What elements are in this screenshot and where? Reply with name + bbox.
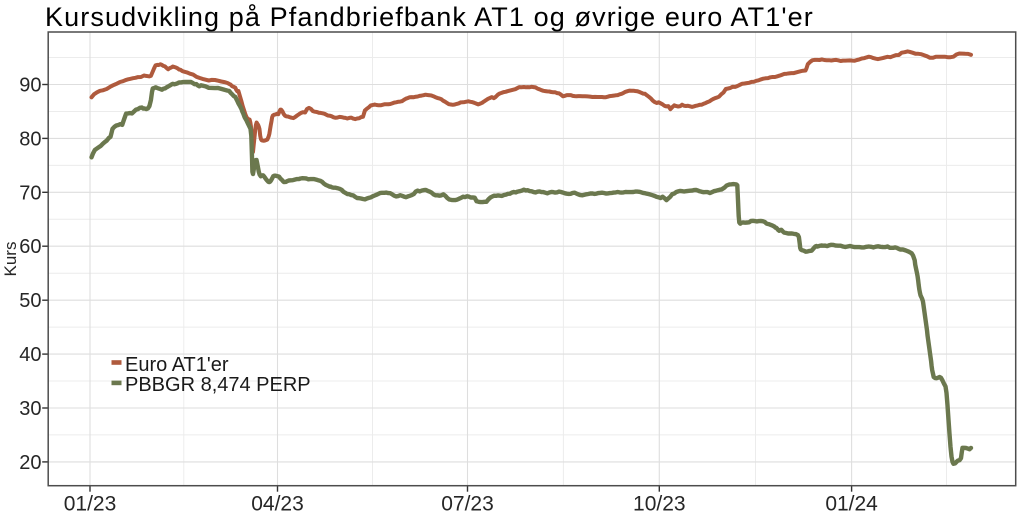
- svg-text:Euro AT1'er: Euro AT1'er: [125, 354, 229, 376]
- svg-text:60: 60: [19, 236, 41, 258]
- svg-text:01/23: 01/23: [64, 493, 117, 512]
- svg-text:07/23: 07/23: [441, 493, 494, 512]
- svg-text:30: 30: [19, 398, 41, 420]
- svg-text:70: 70: [19, 182, 41, 204]
- svg-text:80: 80: [19, 128, 41, 150]
- svg-text:01/24: 01/24: [825, 493, 878, 512]
- svg-text:04/23: 04/23: [251, 493, 304, 512]
- svg-text:Kursudvikling på Pfandbriefban: Kursudvikling på Pfandbriefbank AT1 og ø…: [45, 2, 814, 32]
- svg-text:Kurs: Kurs: [1, 242, 20, 277]
- svg-text:40: 40: [19, 344, 41, 366]
- svg-text:PBBGR 8,474 PERP: PBBGR 8,474 PERP: [125, 374, 311, 396]
- svg-text:10/23: 10/23: [633, 493, 686, 512]
- svg-text:50: 50: [19, 290, 41, 312]
- svg-text:90: 90: [19, 75, 41, 97]
- svg-text:20: 20: [19, 452, 41, 474]
